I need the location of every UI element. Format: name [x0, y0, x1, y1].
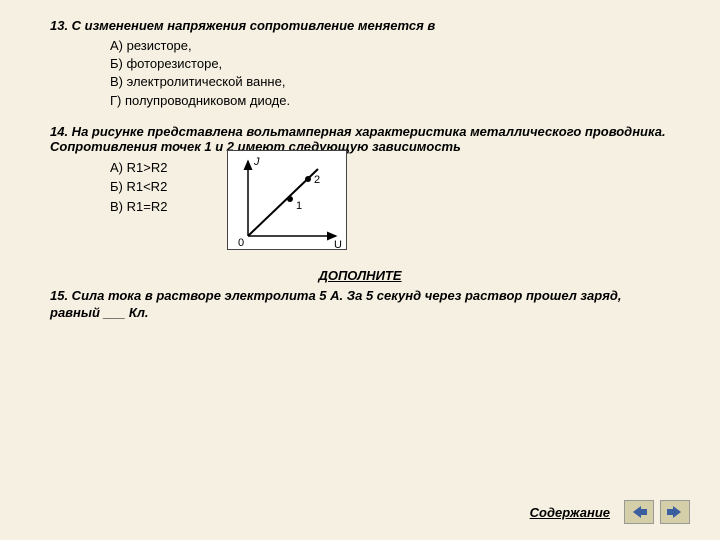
q13-opt-a: А) резисторе, [110, 37, 670, 55]
nav-prev-button[interactable] [624, 500, 654, 524]
q14-opt-a: А) R1>R2 [110, 158, 167, 178]
svg-text:2: 2 [314, 174, 320, 186]
q14-opt-b: Б) R1<R2 [110, 177, 167, 197]
q14-opt-v: В) R1=R2 [110, 197, 167, 217]
arrow-left-icon [631, 505, 647, 519]
footer-nav: Содержание [530, 500, 690, 524]
q14-title: 14. На рисунке представлена вольтамперна… [50, 124, 670, 154]
dopolnite-header: ДОПОЛНИТЕ [50, 268, 670, 283]
nav-next-button[interactable] [660, 500, 690, 524]
arrow-right-icon [667, 505, 683, 519]
content-link[interactable]: Содержание [530, 505, 610, 520]
q14-options: А) R1>R2 Б) R1<R2 В) R1=R2 [110, 158, 167, 217]
q15-text: 15. Сила тока в растворе электролита 5 А… [50, 287, 670, 322]
q14-chart: 1 2 0 U J [227, 150, 347, 250]
svg-text:J: J [253, 156, 260, 168]
q13-opt-g: Г) полупроводниковом диоде. [110, 92, 670, 110]
q13-opt-v: В) электролитической ванне, [110, 73, 670, 91]
svg-text:1: 1 [296, 200, 302, 212]
q13-opt-b: Б) фоторезисторе, [110, 55, 670, 73]
q13-title: 13. С изменением напряжения сопротивлени… [50, 18, 670, 33]
q14-chart-container: 1 2 0 U J [227, 150, 347, 250]
svg-text:0: 0 [238, 237, 244, 249]
svg-text:U: U [334, 239, 342, 251]
q13-options: А) резисторе, Б) фоторезисторе, В) элект… [110, 37, 670, 110]
